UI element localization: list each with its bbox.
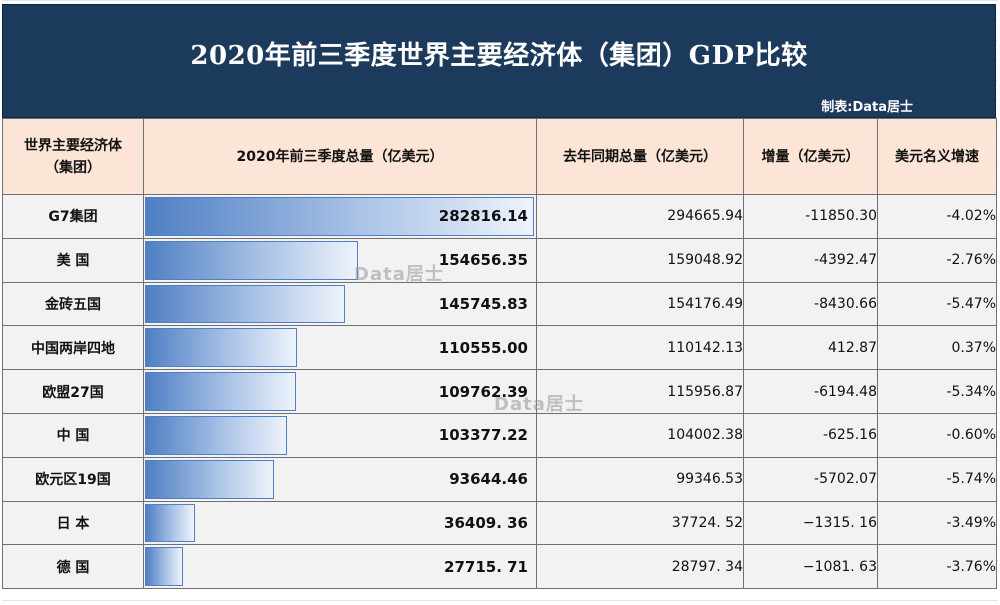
data-bar — [145, 284, 346, 324]
economy-name-cell[interactable]: 金砖五国 — [2, 281, 144, 327]
current-total-value: 36409. 36 — [444, 513, 528, 532]
current-total-cell[interactable]: 36409. 36 — [143, 500, 537, 546]
growth-cell[interactable]: -0.60% — [877, 412, 997, 458]
credit-text: 制表:Data居士 — [821, 100, 913, 115]
table-header-row: 世界主要经济体（集团） 2020年前三季度总量（亿美元） 去年同期总量（亿美元）… — [2, 118, 997, 195]
page-title: 2020年前三季度世界主要经济体（集团）GDP比较 — [190, 41, 808, 71]
economy-name-cell[interactable]: 欧盟27国 — [2, 369, 144, 414]
previous-total-cell[interactable]: 104002.38 — [536, 412, 744, 458]
table-row: 中 国 103377.22 104002.38 -625.16 -0.60% — [2, 412, 997, 458]
gdp-table: 世界主要经济体（集团） 2020年前三季度总量（亿美元） 去年同期总量（亿美元）… — [2, 118, 997, 590]
table-row: 日 本 36409. 36 37724. 52 −1315. 16 -3.49% — [2, 500, 997, 546]
previous-total-cell[interactable]: 154176.49 — [536, 281, 744, 327]
increase-cell[interactable]: −1081. 63 — [743, 544, 878, 590]
current-total-value: 154656.35 — [438, 251, 528, 270]
table-row: 欧盟27国 109762.39 115956.87 -6194.48 -5.34% — [2, 369, 997, 414]
title-banner: 2020年前三季度世界主要经济体（集团）GDP比较 制表:Data居士 — [2, 4, 996, 118]
economy-name-cell[interactable]: 中 国 — [2, 412, 144, 458]
growth-cell[interactable]: -3.76% — [877, 544, 997, 590]
data-bar — [145, 547, 184, 587]
increase-cell[interactable]: 412.87 — [743, 325, 878, 371]
previous-total-cell[interactable]: 28797. 34 — [536, 544, 744, 590]
data-bar — [145, 503, 196, 543]
table-row: 金砖五国 145745.83 154176.49 -8430.66 -5.47% — [2, 281, 997, 327]
current-total-cell[interactable]: 93644.46 — [143, 456, 537, 502]
growth-cell[interactable]: -2.76% — [877, 237, 997, 283]
increase-cell[interactable]: -11850.30 — [743, 194, 878, 239]
growth-cell[interactable]: -5.34% — [877, 369, 997, 414]
header-increase[interactable]: 增量（亿美元） — [743, 118, 878, 195]
watermark-text: Data居士 — [494, 394, 584, 415]
current-total-cell[interactable]: 282816.14 — [143, 194, 537, 239]
economy-name-cell[interactable]: 美 国 — [2, 237, 144, 283]
growth-cell[interactable]: 0.37% — [877, 325, 997, 371]
increase-cell[interactable]: -5702.07 — [743, 456, 878, 502]
current-total-cell[interactable]: 103377.22 — [143, 412, 537, 458]
increase-cell[interactable]: -625.16 — [743, 412, 878, 458]
data-bar — [145, 459, 274, 499]
table-row: 德 国 27715. 71 28797. 34 −1081. 63 -3.76% — [2, 544, 997, 590]
increase-cell[interactable]: -4392.47 — [743, 237, 878, 283]
current-total-value: 282816.14 — [438, 207, 528, 226]
growth-cell[interactable]: -5.74% — [877, 456, 997, 502]
table-row: 欧元区19国 93644.46 99346.53 -5702.07 -5.74% — [2, 456, 997, 502]
current-total-cell[interactable]: 27715. 71 — [143, 544, 537, 590]
economy-name-cell[interactable]: 德 国 — [2, 544, 144, 590]
previous-total-cell[interactable]: 37724. 52 — [536, 500, 744, 546]
data-bar — [145, 197, 534, 236]
watermark-text: Data居士 — [354, 264, 444, 285]
data-bar — [145, 328, 298, 368]
current-total-value: 27715. 71 — [444, 557, 528, 576]
current-total-cell[interactable]: 154656.35 — [143, 237, 537, 283]
table-row: G7集团 282816.14 294665.94 -11850.30 -4.02% — [2, 194, 997, 239]
current-total-cell[interactable]: 109762.39 — [143, 369, 537, 414]
economy-name-cell[interactable]: 欧元区19国 — [2, 456, 144, 502]
current-total-value: 93644.46 — [449, 470, 528, 489]
economy-name-cell[interactable]: 中国两岸四地 — [2, 325, 144, 371]
data-bar — [145, 240, 358, 280]
growth-cell[interactable]: -4.02% — [877, 194, 997, 239]
previous-total-cell[interactable]: 159048.92 — [536, 237, 744, 283]
previous-total-cell[interactable]: 99346.53 — [536, 456, 744, 502]
increase-cell[interactable]: −1315. 16 — [743, 500, 878, 546]
current-total-cell[interactable]: 145745.83 — [143, 281, 537, 327]
header-previous-total[interactable]: 去年同期总量（亿美元） — [536, 118, 744, 195]
header-economy[interactable]: 世界主要经济体（集团） — [2, 118, 144, 195]
header-growth[interactable]: 美元名义增速 — [877, 118, 997, 195]
current-total-value: 145745.83 — [438, 294, 528, 313]
data-bar — [145, 415, 288, 455]
growth-cell[interactable]: -5.47% — [877, 281, 997, 327]
current-total-cell[interactable]: 110555.00 — [143, 325, 537, 371]
economy-name-cell[interactable]: 日 本 — [2, 500, 144, 546]
economy-name-cell[interactable]: G7集团 — [2, 194, 144, 239]
current-total-value: 110555.00 — [438, 338, 528, 357]
increase-cell[interactable]: -6194.48 — [743, 369, 878, 414]
header-current-total[interactable]: 2020年前三季度总量（亿美元） — [143, 118, 537, 195]
table-row: 中国两岸四地 110555.00 110142.13 412.87 0.37% — [2, 325, 997, 371]
previous-total-cell[interactable]: 294665.94 — [536, 194, 744, 239]
current-total-value: 109762.39 — [438, 382, 528, 401]
growth-cell[interactable]: -3.49% — [877, 500, 997, 546]
increase-cell[interactable]: -8430.66 — [743, 281, 878, 327]
table-row: 美 国 154656.35 159048.92 -4392.47 -2.76% — [2, 237, 997, 283]
current-total-value: 103377.22 — [438, 426, 528, 445]
data-bar — [145, 372, 296, 411]
previous-total-cell[interactable]: 110142.13 — [536, 325, 744, 371]
previous-total-cell[interactable]: 115956.87 — [536, 369, 744, 414]
